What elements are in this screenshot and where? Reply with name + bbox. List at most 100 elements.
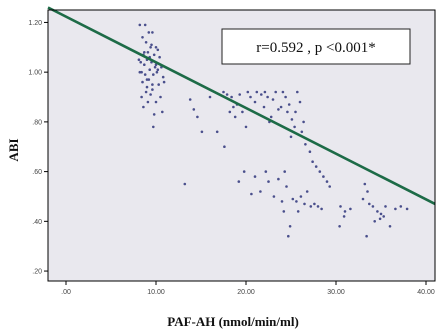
data-point [241, 110, 244, 114]
data-point [222, 90, 225, 94]
data-point [287, 234, 290, 238]
data-point [378, 217, 382, 221]
data-point [156, 68, 160, 71]
data-point [298, 100, 302, 104]
data-point [363, 182, 367, 186]
data-point [138, 70, 142, 74]
data-point [271, 98, 275, 101]
data-point [277, 177, 280, 181]
data-point [151, 88, 154, 91]
data-point [233, 115, 237, 119]
data-point [291, 197, 295, 201]
y-tick-label: .80 [32, 119, 42, 126]
data-point [183, 182, 187, 186]
data-point [138, 23, 142, 27]
data-point [288, 225, 292, 228]
regression-line [47, 6, 436, 206]
data-point [143, 73, 147, 76]
data-point [151, 83, 154, 86]
data-point [161, 110, 164, 114]
data-point [249, 95, 252, 99]
data-point [149, 93, 152, 96]
data-point [262, 105, 266, 109]
data-point [322, 175, 325, 178]
data-point [299, 195, 303, 198]
data-point [141, 80, 144, 84]
data-point [139, 60, 142, 64]
data-point [318, 170, 322, 173]
data-point [144, 41, 148, 44]
data-point [137, 58, 141, 61]
data-point [300, 130, 304, 134]
data-point [272, 195, 276, 198]
data-point [267, 180, 270, 183]
data-point [279, 105, 283, 109]
data-point [284, 95, 287, 99]
data-point [314, 165, 318, 168]
data-point [232, 105, 235, 109]
data-point [282, 210, 286, 213]
data-point [305, 190, 309, 193]
data-point [295, 200, 298, 203]
annotation-text: r=0.592 , p <0.001* [256, 40, 375, 56]
data-point [196, 115, 199, 119]
data-point [230, 95, 233, 99]
data-point [405, 207, 409, 211]
data-point [223, 145, 226, 148]
data-point [152, 113, 156, 116]
data-point [302, 120, 305, 124]
y-tick-label: 1.20 [28, 20, 42, 27]
data-point [155, 70, 159, 74]
x-tick-label: 20.00 [237, 289, 255, 296]
data-point [143, 51, 146, 54]
correlation-annotation: r=0.592 , p <0.001* [221, 28, 411, 65]
data-point [316, 205, 320, 208]
plot-area-group: r=0.592 , p <0.001* [47, 6, 436, 282]
data-point [394, 207, 397, 211]
y-axis-title: ABI [6, 138, 21, 161]
data-point [320, 207, 323, 211]
data-point [158, 55, 161, 59]
data-point [280, 200, 284, 203]
data-point [293, 125, 296, 129]
data-point [242, 170, 246, 173]
data-point [285, 185, 288, 188]
data-point [152, 125, 155, 129]
data-point [157, 83, 160, 86]
data-point [145, 78, 149, 81]
data-point [162, 80, 166, 84]
data-point [147, 31, 151, 34]
data-point [147, 78, 151, 81]
data-point [143, 23, 147, 27]
data-point [373, 220, 377, 223]
data-point [379, 212, 383, 216]
data-point [208, 95, 212, 99]
data-point [156, 48, 160, 52]
data-point [382, 215, 386, 218]
data-point [289, 135, 293, 139]
data-point [263, 90, 267, 94]
data-point [215, 130, 219, 134]
data-point [296, 210, 300, 213]
data-point [283, 170, 287, 173]
data-point [192, 108, 196, 111]
data-point [361, 197, 365, 201]
data-point [159, 95, 162, 99]
data-point [140, 95, 143, 99]
data-point [269, 115, 273, 119]
data-point [149, 46, 152, 49]
data-point [309, 205, 313, 208]
data-point [153, 65, 157, 69]
data-point [244, 125, 248, 129]
data-point [343, 210, 347, 213]
y-axis: .20 .40 .60 .80 1.00 1.20 [28, 20, 48, 276]
data-point [161, 75, 165, 79]
data-point [290, 118, 294, 121]
data-point [250, 192, 253, 196]
data-point [146, 51, 150, 54]
data-point [259, 190, 262, 193]
data-point [399, 205, 403, 208]
data-point [384, 205, 387, 208]
data-point [349, 207, 352, 211]
plot-frame [47, 9, 436, 282]
